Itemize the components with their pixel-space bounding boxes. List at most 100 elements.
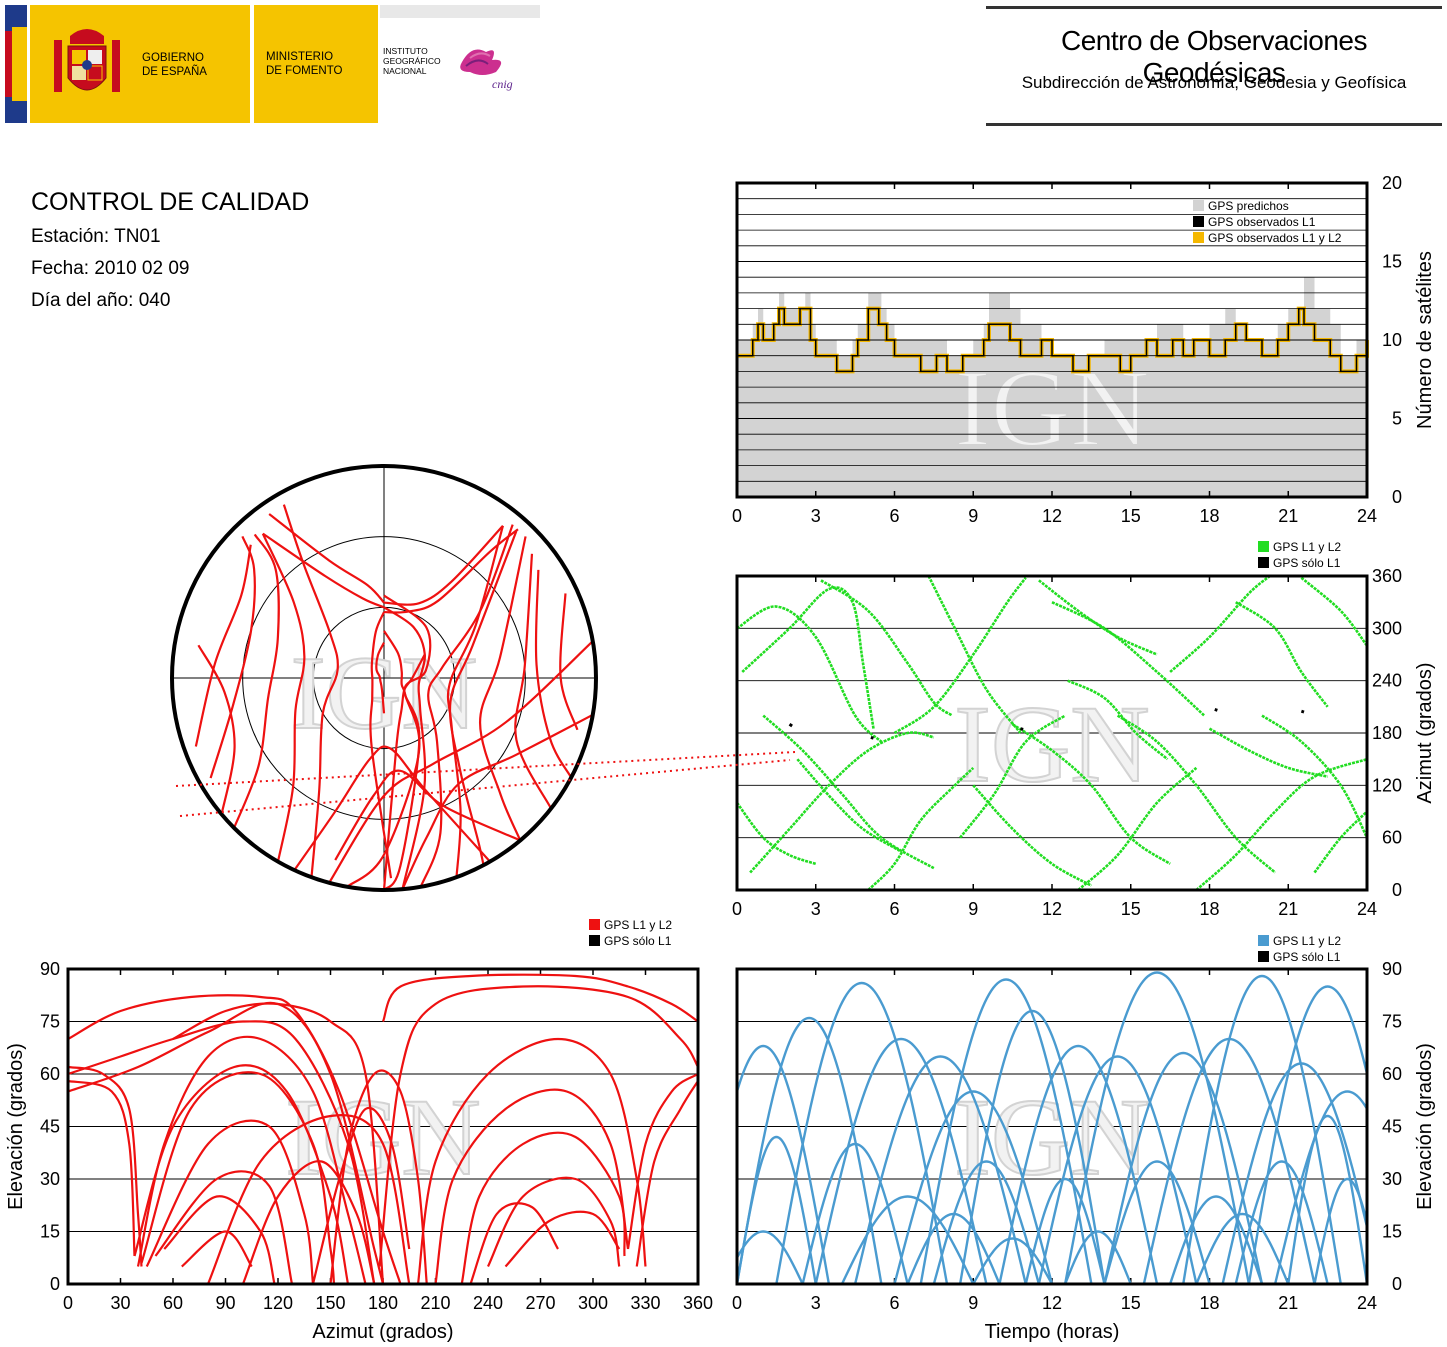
ministry-logo-panel (254, 5, 378, 123)
azimuth-l1-only-track (1300, 709, 1305, 714)
azimuth-track (741, 586, 875, 729)
elevation-azimuth-track (460, 1131, 626, 1284)
elevation_time-ytick-label: 45 (1382, 1117, 1402, 1137)
elevation-azimuth-ylabel: Elevación (grados) (5, 1043, 27, 1210)
elevation_azimuth-ytick-label: 60 (40, 1064, 60, 1084)
elevation_time-ytick-label: 60 (1382, 1064, 1402, 1084)
azimuth-track (820, 579, 954, 717)
elevation_azimuth-xtick-label: 330 (630, 1293, 660, 1313)
sat-legend-swatch (1193, 200, 1204, 211)
elevation_time-ytick-label: 75 (1382, 1012, 1402, 1032)
elevation-azimuth-track (416, 1037, 647, 1284)
azimuth_time-xtick-label: 21 (1278, 899, 1298, 919)
elevation-time-track (1313, 1177, 1367, 1284)
azimuth-track (1116, 714, 1276, 874)
sat-legend-label: GPS observados L1 (1208, 215, 1316, 229)
watermark-text: IGN (954, 347, 1150, 469)
skyplot-connector (179, 759, 791, 817)
elevation-time-track (893, 1090, 1054, 1284)
elevation_time-ytick-label: 15 (1382, 1222, 1402, 1242)
skyplot-track (369, 611, 393, 879)
elevation-azimuth-track (68, 994, 402, 1284)
elevation_time-xtick-label: 6 (889, 1293, 899, 1313)
skyplot-track (448, 530, 518, 866)
elevation_time-xtick-label: 12 (1042, 1293, 1062, 1313)
skyplot-track (293, 745, 491, 871)
elevation-time-track (932, 1160, 1041, 1284)
elevation-time-track (1287, 1114, 1367, 1284)
elevation-azimuth-track (172, 1002, 385, 1284)
elevation-azimuth-legend-swatch (589, 935, 600, 946)
elevation_azimuth-xtick-label: 300 (578, 1293, 608, 1313)
azimuth-track (1067, 679, 1169, 761)
elevation-azimuth-legend-swatch (589, 919, 600, 930)
sat_count-xtick-label: 0 (732, 506, 742, 526)
elevation-time-track (972, 1237, 1054, 1284)
elevation_azimuth-xtick-label: 0 (63, 1293, 73, 1313)
elevation-time-track (1273, 1090, 1367, 1284)
sat_count-ytick-label: 20 (1382, 173, 1402, 193)
azimuth_time-xtick-label: 3 (811, 899, 821, 919)
elevation-time-track (1195, 1212, 1290, 1284)
azimuth_time-xtick-label: 6 (889, 899, 899, 919)
elevation-time-legend-swatch (1258, 951, 1269, 962)
skyplot-track (262, 532, 385, 609)
azimuth-track (737, 605, 883, 743)
sat-legend-label: GPS predichos (1208, 199, 1289, 213)
azimuth_time-xtick-label: 24 (1357, 899, 1377, 919)
azimuth-l1-only-track (1214, 708, 1218, 712)
azimuth-track (762, 714, 935, 870)
elevation-time-legend-swatch (1258, 935, 1269, 946)
elevation-azimuth-track (145, 1119, 315, 1284)
skyplot-chart: IGN (170, 464, 598, 892)
elevation-time-ylabel: Elevación (grados) (1414, 1043, 1436, 1210)
elevation-azimuth-track (504, 1210, 621, 1268)
azimuth-track (796, 758, 901, 852)
skyplot-track (334, 769, 521, 861)
watermark-text: IGN (285, 1076, 481, 1198)
skyplot-track (559, 593, 579, 731)
government-logo-panel (30, 5, 250, 123)
azimuth-track (893, 576, 1027, 735)
azimuth_time-ytick-label: 0 (1392, 880, 1402, 900)
elevation-azimuth-track (626, 1073, 698, 1250)
skyplot-horizon (170, 464, 598, 892)
elevation-time-track (1024, 1177, 1106, 1284)
elevation_azimuth-ytick-label: 0 (50, 1274, 60, 1294)
elevation_azimuth-xtick-label: 30 (110, 1293, 130, 1313)
elevation-azimuth-track (311, 1106, 411, 1284)
elevation-time-track (737, 1016, 883, 1284)
elevation-time-track (919, 978, 1093, 1284)
elevation-azimuth-track (68, 1079, 136, 1257)
elevation_azimuth-xtick-label: 120 (263, 1293, 293, 1313)
azimuth-track (972, 784, 1093, 887)
elevation_time-frame (735, 967, 1369, 1286)
elevation_azimuth-xtick-label: 240 (473, 1293, 503, 1313)
skyplot-track (209, 536, 256, 779)
azimuth_time-ytick-label: 60 (1382, 828, 1402, 848)
azimuth_time-xtick-label: 15 (1121, 899, 1141, 919)
day-of-year: Día del año: 040 (31, 290, 171, 311)
azimuth-track (1051, 601, 1206, 717)
watermark-text: IGN (291, 634, 478, 751)
sat_count-xtick-label: 3 (811, 506, 821, 526)
azimuth-legend-label: GPS sólo L1 (1273, 556, 1341, 570)
elevation-azimuth-track (68, 1020, 376, 1284)
elevation-time-track (801, 1142, 909, 1284)
elevation-azimuth-track (434, 1088, 630, 1284)
elevation-azimuth-track (206, 1114, 411, 1284)
azimuth_time-ytick-label: 300 (1372, 618, 1402, 638)
skyplot-track (478, 536, 527, 841)
azimuth-track (737, 801, 817, 866)
skyplot-track (375, 642, 386, 714)
azimuth-track (1235, 601, 1329, 708)
azimuth-track (1011, 723, 1171, 865)
sat-ylabel: Número de satélites (1414, 251, 1436, 429)
elevation_azimuth-xtick-label: 90 (215, 1293, 235, 1313)
station-info: CONTROL DE CALIDAD Estación: TN01 Fecha:… (31, 188, 309, 322)
observation-date: Fecha: 2010 02 09 (31, 258, 190, 279)
azimuth-track (1261, 714, 1367, 839)
elevation_azimuth-frame (66, 967, 700, 1286)
sat-legend-label: GPS observados L1 y L2 (1208, 231, 1342, 245)
azimuth-l1-only-track (870, 735, 874, 740)
